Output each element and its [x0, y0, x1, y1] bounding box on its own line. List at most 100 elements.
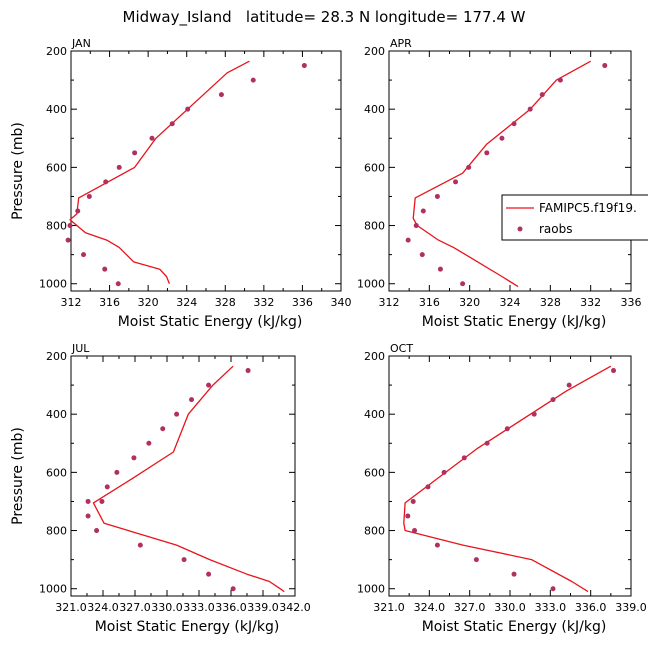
- raobs-point: [437, 266, 443, 272]
- model-line-jan: [69, 60, 250, 284]
- legend: FAMIPC5.f19f19. raobs: [501, 194, 648, 241]
- raobs-point: [484, 440, 490, 446]
- panel-jul: JUL 321.0 324.0 327.0 330.0 333.0 336.0 339.0 34…: [10, 342, 311, 635]
- raobs-point: [550, 397, 556, 403]
- model-line-jul: [92, 365, 285, 593]
- plot-frame-apr: [388, 50, 632, 292]
- y-tick-label: 600: [364, 466, 385, 479]
- x-tick-label: 328: [215, 296, 236, 309]
- x-tick-label: 316: [99, 296, 120, 309]
- x-tick-label: 312: [61, 296, 82, 309]
- raobs-point: [218, 92, 224, 98]
- raobs-point: [132, 150, 138, 156]
- x-tick-label: 332: [580, 296, 601, 309]
- raobs-point: [65, 237, 71, 243]
- raobs-point: [189, 397, 195, 403]
- raobs-point: [557, 77, 563, 83]
- raobs-point: [206, 571, 212, 577]
- x-tick-label: 312: [379, 296, 400, 309]
- x-tick-label: 324: [500, 296, 521, 309]
- raobs-point: [94, 528, 100, 534]
- raobs-point: [86, 193, 92, 199]
- raobs-point: [206, 382, 212, 388]
- y-tick-label: 800: [46, 220, 67, 233]
- raobs-point: [473, 557, 479, 563]
- raobs-point: [181, 557, 187, 563]
- x-tick-label: 324.0: [414, 601, 446, 614]
- y-tick-label: 200: [46, 350, 67, 363]
- raobs-point: [420, 208, 426, 214]
- x-tick-label: 330.0: [494, 601, 526, 614]
- raobs-point: [250, 77, 256, 83]
- x-tick-label: 327.0: [454, 601, 486, 614]
- y-tick-label: 600: [364, 161, 385, 174]
- x-tick-label: 321.0: [55, 601, 87, 614]
- raobs-point: [405, 513, 411, 519]
- x-tick-label: 327.0: [119, 601, 151, 614]
- y-tick-label: 1000: [357, 278, 385, 291]
- model-line-apr: [412, 60, 592, 288]
- panel-title-oct: OCT: [390, 342, 413, 355]
- x-tick-label: 320: [138, 296, 159, 309]
- raobs-point: [99, 498, 105, 504]
- panel-jan: JAN 312 316 320 324 328 332 336 340 200 400 600 800 1…: [10, 37, 352, 330]
- raobs-point: [245, 368, 251, 374]
- raobs-point: [174, 411, 180, 417]
- y-axis-label: Pressure (mb): [10, 427, 26, 525]
- raobs-point: [104, 484, 110, 490]
- raobs-point: [137, 542, 143, 548]
- model-line-oct: [403, 365, 612, 593]
- x-tick-label: 340: [331, 296, 352, 309]
- raobs-point: [419, 252, 425, 258]
- raobs-point: [149, 135, 155, 141]
- raobs-point: [230, 586, 236, 592]
- y-tick-label: 800: [364, 220, 385, 233]
- y-tick-label: 200: [364, 350, 385, 363]
- raobs-point: [484, 150, 490, 156]
- raobs-point: [301, 63, 307, 69]
- raobs-point: [102, 266, 108, 272]
- panel-title-apr: APR: [390, 37, 412, 50]
- y-tick-label: 800: [364, 525, 385, 538]
- legend-label-raobs: raobs: [539, 222, 573, 236]
- x-axis-label: Moist Static Energy (kJ/kg): [422, 619, 607, 635]
- raobs-point: [611, 368, 617, 374]
- raobs-point: [114, 469, 120, 475]
- legend-label-model: FAMIPC5.f19f19.: [539, 201, 637, 215]
- x-tick-label: 339.0: [615, 601, 647, 614]
- raobs-point: [527, 106, 533, 112]
- panel-title-jul: JUL: [71, 342, 90, 355]
- y-tick-label: 1000: [357, 583, 385, 596]
- y-tick-label: 400: [364, 408, 385, 421]
- x-axis-label: Moist Static Energy (kJ/kg): [118, 314, 303, 330]
- raobs-point: [566, 382, 572, 388]
- raobs-point: [116, 164, 122, 170]
- x-axis-label: Moist Static Energy (kJ/kg): [422, 314, 607, 330]
- raobs-point: [412, 528, 418, 534]
- x-tick-label: 332: [253, 296, 274, 309]
- y-tick-label: 200: [364, 45, 385, 58]
- x-tick-label: 333.0: [535, 601, 567, 614]
- x-tick-label: 336.0: [215, 601, 247, 614]
- raobs-point: [453, 179, 459, 185]
- raobs-point: [160, 426, 166, 432]
- raobs-point: [81, 252, 87, 258]
- x-tick-label: 336.0: [575, 601, 607, 614]
- raobs-point: [460, 281, 466, 287]
- x-tick-label: 336: [621, 296, 642, 309]
- y-tick-label: 400: [364, 103, 385, 116]
- raobs-point: [550, 586, 556, 592]
- plot-frame-jan: [70, 50, 342, 292]
- y-tick-label: 400: [46, 408, 67, 421]
- x-tick-label: 320: [459, 296, 480, 309]
- panels-group: JAN 312 316 320 324 328 332 336 340 200 400 600 800 1…: [10, 37, 647, 635]
- x-tick-label: 316: [419, 296, 440, 309]
- raobs-point: [146, 440, 152, 446]
- y-tick-label: 600: [46, 161, 67, 174]
- legend-box: [501, 194, 648, 241]
- x-tick-label: 324.0: [87, 601, 119, 614]
- y-tick-label: 1000: [39, 278, 67, 291]
- raobs-point: [499, 135, 505, 141]
- raobs-point: [85, 498, 91, 504]
